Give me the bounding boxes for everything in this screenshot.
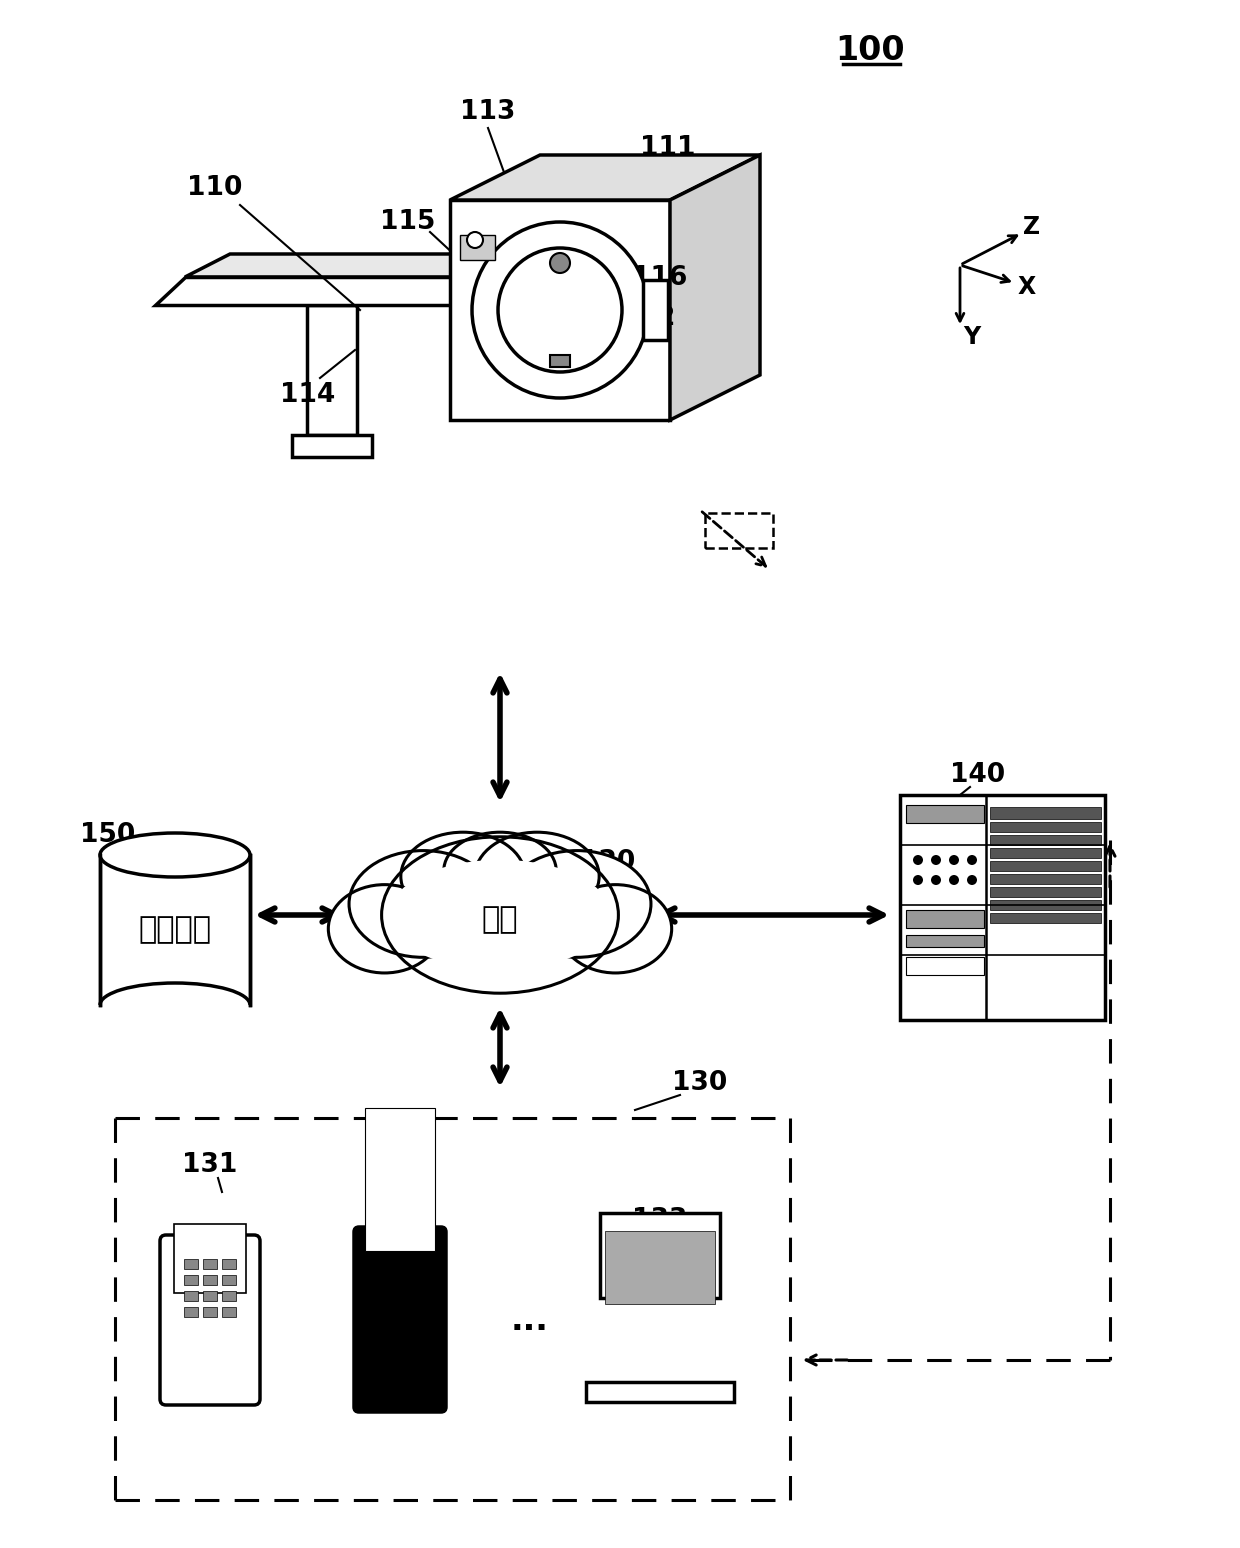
Bar [990, 848, 1101, 858]
Text: 100: 100 [836, 34, 905, 67]
Text: Y: Y [963, 325, 981, 348]
Bar [174, 1224, 246, 1293]
Text: 120: 120 [580, 848, 636, 875]
Ellipse shape [503, 850, 651, 957]
Polygon shape [470, 254, 515, 305]
Bar [990, 899, 1101, 910]
Polygon shape [644, 280, 668, 341]
Bar [222, 1307, 236, 1317]
Bar [587, 1382, 734, 1402]
Circle shape [551, 252, 570, 272]
Bar [184, 1307, 198, 1317]
Circle shape [949, 875, 959, 885]
Text: 110: 110 [187, 175, 243, 201]
Bar [184, 1259, 198, 1269]
Bar [600, 1214, 720, 1299]
Bar [100, 854, 250, 1005]
Bar [222, 1291, 236, 1300]
Bar [291, 435, 372, 457]
Bar [222, 1259, 236, 1269]
Circle shape [467, 232, 484, 248]
Circle shape [931, 875, 941, 885]
Ellipse shape [382, 837, 619, 994]
Text: ...: ... [511, 1303, 549, 1336]
Ellipse shape [559, 884, 672, 974]
Bar [906, 910, 983, 927]
Text: 133: 133 [632, 1207, 688, 1234]
Text: 112: 112 [620, 305, 676, 331]
Circle shape [931, 854, 941, 865]
Ellipse shape [401, 833, 526, 921]
Text: X: X [1018, 276, 1037, 299]
Bar [184, 1276, 198, 1285]
Bar [365, 1108, 435, 1251]
Bar [203, 1307, 217, 1317]
Bar [551, 354, 570, 367]
Bar [222, 1276, 236, 1285]
Text: 140: 140 [950, 762, 1006, 788]
Ellipse shape [444, 833, 557, 910]
Text: 130: 130 [672, 1070, 728, 1096]
Ellipse shape [329, 884, 440, 974]
Polygon shape [670, 155, 760, 420]
Circle shape [967, 854, 977, 865]
Circle shape [913, 875, 923, 885]
Bar [990, 822, 1101, 831]
Bar [990, 887, 1101, 896]
Bar [184, 1291, 198, 1300]
Polygon shape [450, 200, 670, 420]
Bar [605, 1231, 715, 1303]
Circle shape [949, 854, 959, 865]
Bar [203, 1291, 217, 1300]
Bar [990, 913, 1101, 923]
Text: 150: 150 [81, 822, 135, 848]
Bar [990, 875, 1101, 884]
Ellipse shape [389, 859, 611, 971]
FancyBboxPatch shape [160, 1235, 260, 1406]
Circle shape [472, 221, 649, 398]
Bar [203, 1276, 217, 1285]
Text: 114: 114 [280, 382, 336, 409]
Bar [906, 957, 983, 975]
Text: 131: 131 [182, 1152, 238, 1178]
Bar [460, 235, 495, 260]
Polygon shape [185, 254, 515, 277]
Polygon shape [155, 277, 470, 305]
Text: 116: 116 [632, 265, 688, 291]
Bar [900, 796, 1105, 1020]
Text: 存储设备: 存储设备 [139, 915, 212, 944]
Text: 113: 113 [460, 99, 516, 125]
Polygon shape [308, 305, 357, 435]
Bar [990, 861, 1101, 872]
FancyBboxPatch shape [353, 1228, 446, 1412]
Bar [203, 1259, 217, 1269]
Bar [990, 807, 1101, 819]
Circle shape [967, 875, 977, 885]
Polygon shape [308, 296, 377, 305]
Ellipse shape [475, 833, 599, 921]
Text: Z: Z [1023, 215, 1040, 238]
Bar [990, 834, 1101, 845]
Text: 132: 132 [372, 1147, 428, 1173]
Bar [906, 935, 983, 947]
Text: 115: 115 [381, 209, 435, 235]
Bar [906, 805, 983, 824]
Text: 网络: 网络 [482, 906, 518, 935]
Polygon shape [450, 155, 760, 200]
Ellipse shape [348, 850, 497, 957]
Text: 111: 111 [640, 135, 696, 161]
Circle shape [913, 854, 923, 865]
Ellipse shape [100, 833, 250, 878]
